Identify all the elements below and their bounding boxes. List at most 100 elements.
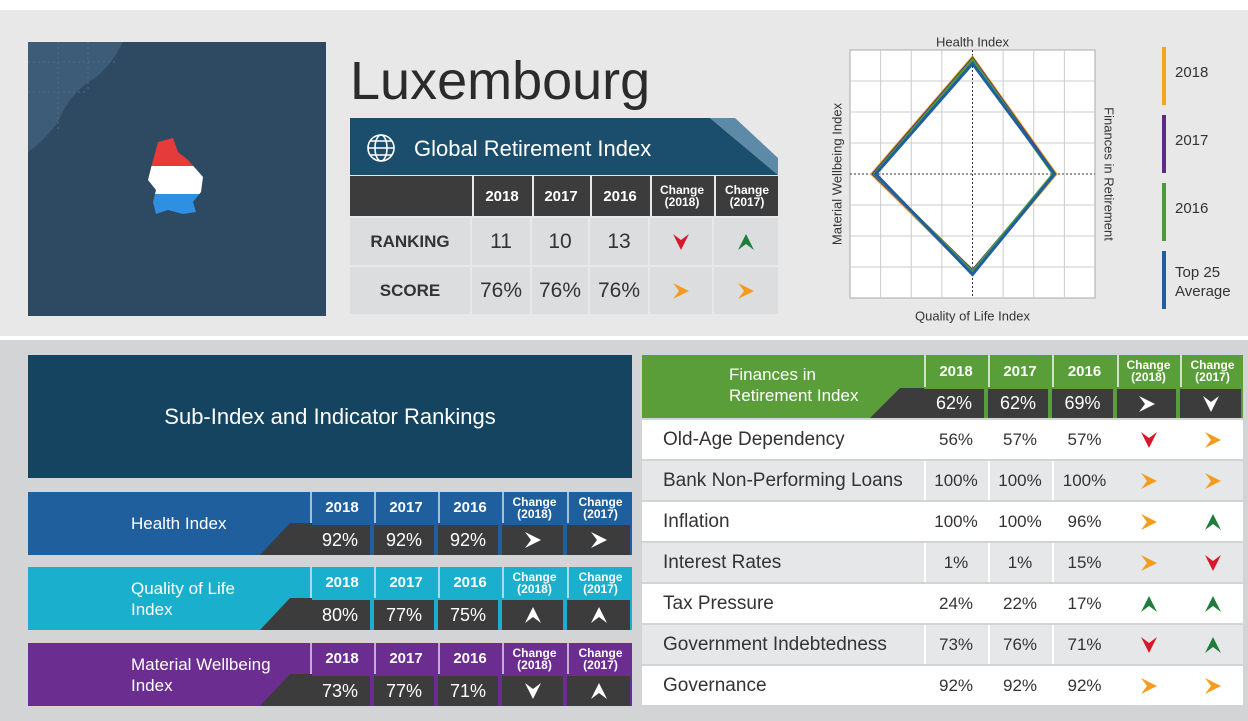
axis-label: Finances in Retirement [1102,107,1117,241]
cell-value: 62% [924,389,984,418]
change-arrow [1182,461,1243,500]
wedge [260,598,312,630]
arrow-icon [524,683,541,699]
cell-value: 75% [438,600,498,630]
change-arrow [1117,389,1176,418]
cell-value: 71% [438,676,498,706]
subindex-label: Material Wellbeing Index [131,654,271,695]
arrow-icon [1140,431,1157,448]
indicator-label: Tax Pressure [663,593,774,614]
arrow-icon [590,532,607,548]
column-header: 2017 [988,355,1050,387]
cell-value: 76% [988,625,1050,664]
radar-series [873,61,1057,277]
indicator-label: Government Indebtedness [663,634,887,655]
change-arrow [714,267,778,314]
cell-value: 77% [374,600,434,630]
column-header: 2018 [310,643,372,674]
arrow-icon [1204,677,1221,694]
cell-value: 73% [310,676,370,706]
cell-value: 100% [988,502,1050,541]
legend-label: Top 25 Average [1175,264,1231,300]
column-header: 2017 [374,643,436,674]
column-header: Change (2018) [502,492,565,523]
arrow-icon [673,282,689,299]
change-arrow [1182,584,1243,623]
column-header: 2018 [924,355,986,387]
arrow-icon [1204,472,1221,489]
change-arrow [1119,461,1178,500]
column-header: Change (2017) [714,176,778,216]
cell-value: 100% [1052,461,1115,500]
column-header: 2017 [374,567,436,598]
arrow-icon [590,607,607,623]
arrow-icon [1140,472,1157,489]
gri-title: Global Retirement Index [414,136,652,161]
change-arrow [502,676,563,706]
cell-value: 71% [1052,625,1115,664]
cell-value: 56% [924,420,986,459]
column-header: Change (2017) [567,492,632,523]
arrow-icon [1138,395,1155,412]
change-arrow [1182,666,1243,705]
arrow-icon [1140,595,1157,612]
indicator-label: Interest Rates [663,552,782,573]
arrow-icon [524,532,541,548]
cell-value: 77% [374,676,434,706]
column-header: Change (2018) [502,567,565,598]
legend-swatch [1162,115,1166,173]
arrow-icon [590,683,607,699]
gri-banner [350,118,778,175]
cell-value: 92% [374,525,434,555]
change-arrow [502,600,563,630]
cell-value: 1% [988,543,1050,582]
cell-value: 92% [438,525,498,555]
arrow-icon [1204,554,1221,571]
cell-value: 92% [310,525,370,555]
change-arrow [1119,543,1178,582]
change-arrow [714,218,778,265]
arrow-icon [738,282,754,299]
column-header: Change (2018) [502,643,565,674]
subindex-label: Quality of Life Index [131,578,235,619]
legend-label: 2017 [1175,132,1208,149]
change-arrow [1182,625,1243,664]
column-header: 2016 [590,176,648,216]
arrow-icon [1202,395,1219,412]
radar-chart: 2018 2017 2016 Top 25 Average Health Index Fin… [829,34,1231,323]
cell-value: 96% [1052,502,1115,541]
subindex-title: Sub-Index and Indicator Rankings [28,355,632,478]
indicator-label: Governance [663,675,767,696]
legend-swatch [1162,47,1166,105]
column-header: Change (2018) [1117,355,1178,387]
change-arrow [567,600,630,630]
indicator-label: Old-Age Dependency [663,429,845,450]
cell-value: 13 [590,218,648,265]
subindex-label: Health Index [131,514,227,533]
row-label: SCORE [350,267,470,314]
cell-value: 100% [924,461,986,500]
axis-label: Material Wellbeing Index [829,102,844,245]
column-header: Change (2018) [650,176,712,216]
cell-value: 92% [924,666,986,705]
change-arrow [1180,389,1241,418]
cell-value: 57% [1052,420,1115,459]
column-header: 2016 [438,643,500,674]
column-header: 2017 [532,176,588,216]
arrow-icon [1204,595,1221,612]
column-header: Change (2017) [1180,355,1243,387]
cell-value: 69% [1052,389,1113,418]
indicator-label: Bank Non-Performing Loans [663,470,903,491]
legend-swatch [1162,183,1166,241]
indicator-label: Inflation [663,511,730,532]
cell-value: 92% [1052,666,1115,705]
column-header: Change (2017) [567,643,632,674]
axis-label: Health Index [936,34,1009,49]
arrow-icon [524,607,541,623]
change-arrow [1119,502,1178,541]
column-header: 2018 [310,567,372,598]
column-header: 2018 [472,176,530,216]
cell-value: 100% [988,461,1050,500]
change-arrow [650,267,712,314]
column-header: 2016 [1052,355,1115,387]
